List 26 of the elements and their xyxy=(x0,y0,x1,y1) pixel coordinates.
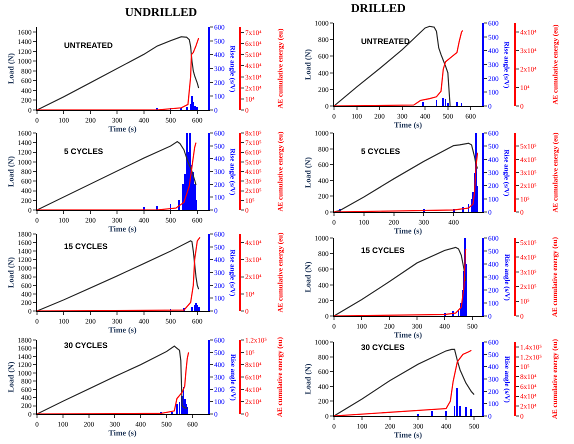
x-axis-title: Time (s) xyxy=(108,224,137,234)
y-axis-title: Load (N) xyxy=(6,52,16,84)
annotation: 30 CYCLES xyxy=(361,343,406,352)
annotation: 30 CYCLES xyxy=(64,341,108,350)
y-axis-title: Load (N) xyxy=(303,261,312,292)
x-axis-title: Time (s) xyxy=(394,430,422,440)
y-axis-title: Load (N) xyxy=(303,363,312,394)
y-axis-title: Load (N) xyxy=(303,48,312,80)
annotation: 5 CYCLES xyxy=(361,147,401,156)
annotation: UNTREATED xyxy=(361,37,410,46)
y-axis-title: Load (N) xyxy=(6,256,16,288)
x-axis-title: Time (s) xyxy=(394,330,422,340)
x-axis-title: Time (s) xyxy=(394,120,422,130)
y-axis-title: Load (N) xyxy=(6,156,16,187)
x-axis-title: Time (s) xyxy=(108,428,137,438)
x-axis-title: Time (s) xyxy=(394,226,422,236)
x-axis-title: Time (s) xyxy=(108,325,137,334)
annotation: UNTREATED xyxy=(64,41,113,50)
annotation: 5 CYCLES xyxy=(64,147,104,156)
chart-title: DRILLED xyxy=(351,1,406,15)
x-axis-title: Time (s) xyxy=(108,124,137,134)
chart-title: UNDRILLED xyxy=(125,5,198,19)
y-axis-title: Load (N) xyxy=(303,156,312,188)
annotation: 15 CYCLES xyxy=(361,246,406,255)
annotation: 15 CYCLES xyxy=(64,242,108,251)
y-axis-title: Load (N) xyxy=(6,361,16,392)
